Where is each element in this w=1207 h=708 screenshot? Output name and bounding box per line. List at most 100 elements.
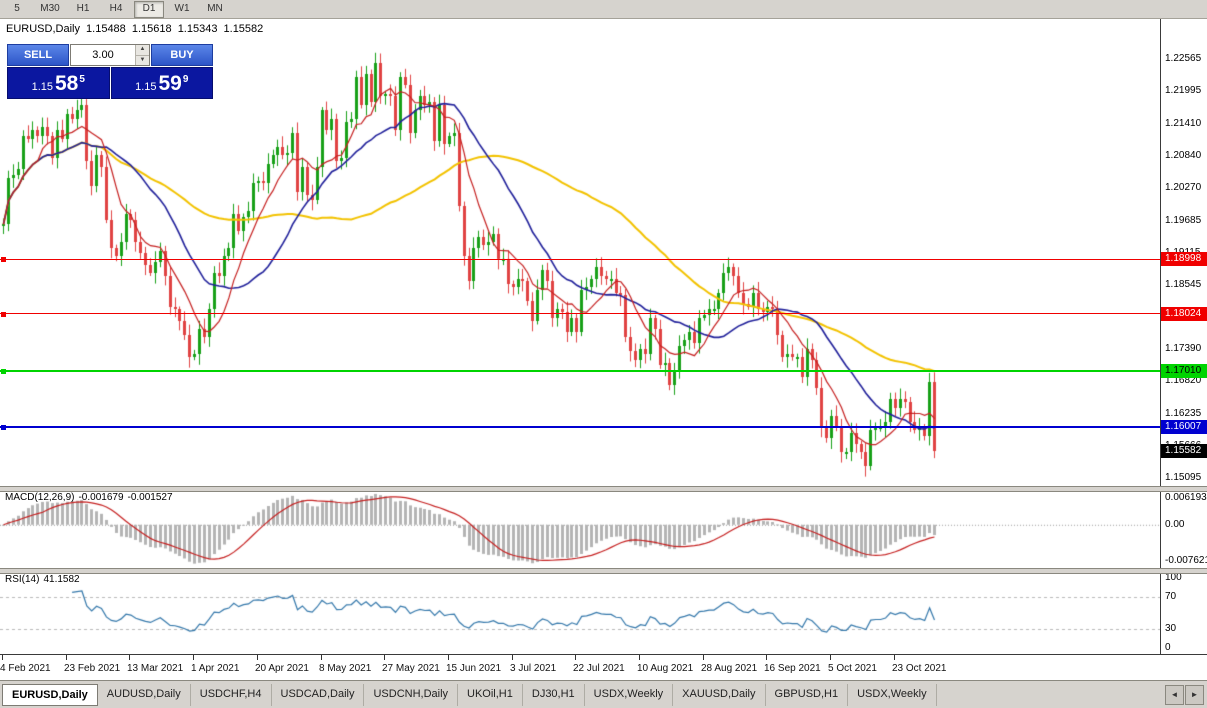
sell-button[interactable]: SELL	[7, 44, 69, 66]
panel-splitter-rsi[interactable]	[0, 568, 1207, 574]
timeframe-button-h1[interactable]: H1	[76, 2, 90, 14]
price-axis-tick: 1.17390	[1165, 343, 1202, 355]
timeframe-button-5[interactable]: 5	[14, 2, 20, 14]
macd-name: MACD(12,26,9)	[5, 492, 75, 503]
lot-decrease-button[interactable]: ▼	[136, 55, 149, 65]
horizontal-line-1.18024[interactable]	[0, 313, 1160, 315]
price-axis-tick: 1.15095	[1165, 471, 1202, 483]
line-anchor-marker	[1, 424, 6, 430]
panel-splitter-macd[interactable]	[0, 486, 1207, 492]
time-axis-label: 3 Jul 2021	[510, 663, 557, 674]
timeframe-button-mn[interactable]: MN	[207, 2, 223, 14]
chart-tab-usdx-weekly[interactable]: USDX,Weekly	[585, 684, 674, 706]
chart-high-value: 1.15618	[131, 23, 172, 35]
chart-tab-usdx-weekly[interactable]: USDX,Weekly	[848, 684, 937, 706]
timeframe-button-w1[interactable]: W1	[174, 2, 190, 14]
lot-size-value[interactable]: 3.00	[92, 49, 114, 61]
macd-label: MACD(12,26,9) -0.001679 -0.001527	[5, 492, 177, 503]
lot-spinner: ▲ ▼	[135, 45, 149, 65]
time-axis-tick	[193, 655, 194, 660]
sell-price-big: 58	[55, 71, 79, 95]
tab-scroll-right-button[interactable]: ►	[1185, 685, 1204, 705]
time-axis-tick	[129, 655, 130, 660]
chart-tab-xauusd-daily[interactable]: XAUUSD,Daily	[673, 684, 766, 706]
time-axis-tick	[2, 655, 3, 660]
time-axis-tick	[257, 655, 258, 660]
rsi-value: 41.1582	[43, 574, 80, 585]
time-axis-label: 8 May 2021	[319, 663, 372, 674]
timeframe-bar: 5 M30 H1 H4 D1 W1 MN	[0, 0, 1207, 19]
chart-tab-usdcad-daily[interactable]: USDCAD,Daily	[272, 684, 365, 706]
buy-button[interactable]: BUY	[151, 44, 213, 66]
price-axis-tick: 1.16820	[1165, 375, 1202, 387]
price-axis-tick: 1.19115	[1165, 247, 1206, 258]
macd-canvas[interactable]	[0, 490, 1160, 568]
chart-close-value: 1.15582	[223, 23, 264, 35]
price-level-tag: 1.17010	[1161, 363, 1207, 378]
time-axis-tick	[766, 655, 767, 660]
rsi-axis-tick: 30	[1165, 623, 1177, 635]
timeframe-button-d1[interactable]: D1	[134, 0, 164, 18]
time-axis-label: 5 Oct 2021	[828, 663, 877, 674]
price-level-tag: 1.18024	[1161, 306, 1207, 321]
current-price-tag: 1.15582	[1161, 443, 1207, 458]
horizontal-line-1.18998[interactable]	[0, 258, 1160, 260]
timeframe-button-h4[interactable]: H4	[109, 2, 123, 14]
rsi-axis-tick: 100	[1165, 572, 1182, 583]
chart-tab-usdcnh-daily[interactable]: USDCNH,Daily	[364, 684, 459, 706]
time-axis-label: 23 Oct 2021	[892, 663, 947, 674]
line-anchor-marker	[1, 311, 6, 317]
price-axis-tick: 1.16235	[1165, 407, 1202, 419]
tab-scroll-left-button[interactable]: ◄	[1165, 685, 1184, 705]
timeframe-button-m30[interactable]: M30	[40, 2, 60, 14]
rsi-canvas[interactable]	[0, 572, 1160, 654]
time-axis-tick	[894, 655, 895, 660]
macd-axis-tick: -0.007621	[1165, 555, 1207, 566]
buy-price-prefix: 1.15	[135, 80, 157, 93]
price-axis-tick: 1.19685	[1165, 214, 1202, 226]
price-axis-separator	[1160, 18, 1161, 654]
time-axis-label: 28 Aug 2021	[701, 663, 758, 674]
horizontal-line-1.16007[interactable]	[0, 425, 1160, 428]
chart-title: EURUSD,Daily 1.15488 1.15618 1.15343 1.1…	[6, 23, 266, 35]
time-axis-tick	[321, 655, 322, 660]
chart-symbol-label: EURUSD,Daily	[6, 23, 80, 35]
rsi-label: RSI(14) 41.1582	[5, 574, 84, 585]
price-level-tag: 1.18998	[1161, 252, 1207, 267]
rsi-axis-tick: 70	[1165, 590, 1177, 602]
chart-tab-usdchf-h4[interactable]: USDCHF,H4	[191, 684, 272, 706]
macd-axis-tick: 0.006193	[1165, 492, 1207, 503]
lot-size-field[interactable]: 3.00 ▲ ▼	[70, 44, 150, 66]
sell-price-display[interactable]: 1.15 58 5	[7, 67, 110, 99]
buy-price-display[interactable]: 1.15 59 9	[110, 67, 213, 99]
time-axis-tick	[384, 655, 385, 660]
buy-price-big: 59	[158, 71, 182, 95]
chart-tab-dj30-h1[interactable]: DJ30,H1	[523, 684, 585, 706]
chart-tab-eurusd-daily[interactable]: EURUSD,Daily	[2, 684, 98, 706]
lot-increase-button[interactable]: ▲	[136, 45, 149, 56]
macd-main-value: -0.001679	[78, 492, 124, 503]
price-axis-tick: 1.21410	[1165, 117, 1202, 129]
time-axis-label: 4 Feb 2021	[0, 663, 51, 674]
time-axis-tick	[575, 655, 576, 660]
time-axis-label: 15 Jun 2021	[446, 663, 502, 674]
chart-tabs: EURUSD,Daily AUDUSD,Daily USDCHF,H4 USDCAD,…	[2, 684, 937, 706]
macd-signal-value: -0.001527	[127, 492, 173, 503]
chart-tab-gbpusd-h1[interactable]: GBPUSD,H1	[766, 684, 849, 706]
time-axis-label: 1 Apr 2021	[191, 663, 240, 674]
time-axis[interactable]: 4 Feb 2021 23 Feb 2021 13 Mar 2021 1 Apr 20…	[0, 654, 1207, 681]
price-axis-tick: 1.20270	[1165, 181, 1202, 193]
time-axis-label: 22 Jul 2021	[573, 663, 625, 674]
price-axis-tick: 1.20840	[1165, 149, 1202, 161]
time-axis-label: 23 Feb 2021	[64, 663, 121, 674]
chart-tab-bar: EURUSD,Daily AUDUSD,Daily USDCHF,H4 USDCAD,…	[0, 680, 1207, 708]
time-axis-label: 27 May 2021	[382, 663, 440, 674]
chart-tab-ukoil-h1[interactable]: UKOil,H1	[458, 684, 523, 706]
chart-tab-audusd-daily[interactable]: AUDUSD,Daily	[98, 684, 191, 706]
horizontal-line-1.17010[interactable]	[0, 369, 1160, 372]
time-axis-tick	[512, 655, 513, 660]
line-anchor-marker	[1, 257, 6, 263]
one-click-trading-panel: SELL 3.00 ▲ ▼ BUY 1.15 58 5 1.15 59 9	[7, 44, 213, 99]
time-axis-label: 10 Aug 2021	[637, 663, 694, 674]
